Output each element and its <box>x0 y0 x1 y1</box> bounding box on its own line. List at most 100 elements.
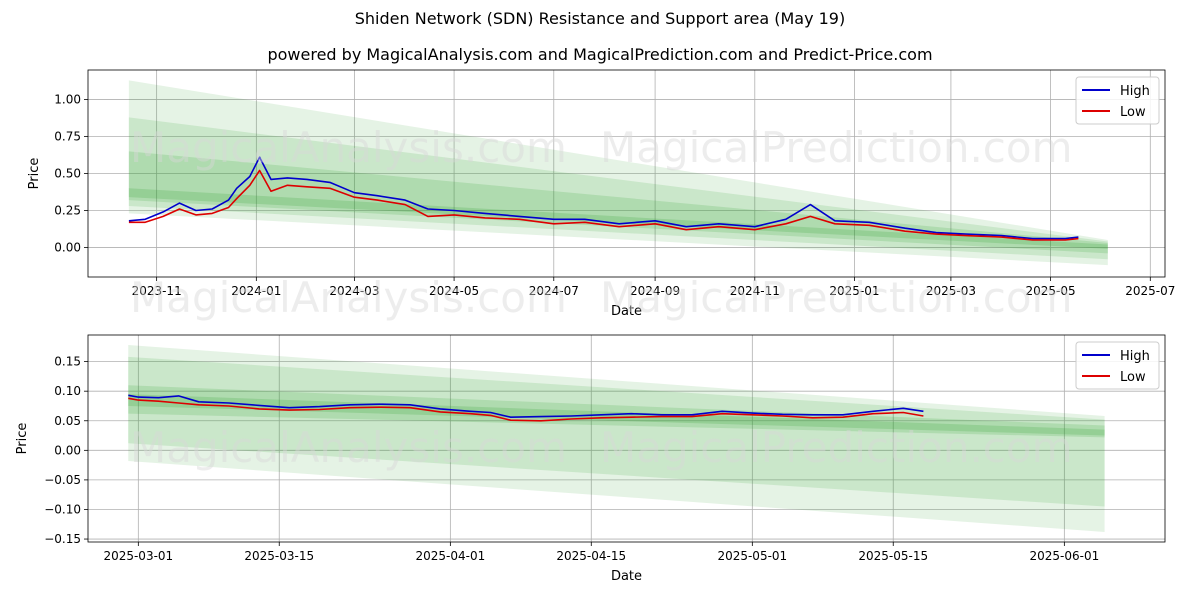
top-chart: 2023-11 2024-01 2024-03 2024-05 2024-07 2024-… <box>27 69 1175 319</box>
x-tick-label: 2024-05 <box>429 284 479 298</box>
x-axis-label: Date <box>611 569 642 584</box>
y-tick: 1.00 <box>54 93 88 107</box>
x-tick: 2024-07 <box>529 277 579 298</box>
y-tick: 0.50 <box>54 167 88 181</box>
y-tick-label: −0.05 <box>44 473 81 487</box>
watermark-layer: MagicalAnalysis.com MagicalPrediction.com… <box>130 123 1073 472</box>
x-tick: 2025-07 <box>1125 277 1175 298</box>
x-tick: 2025-03 <box>926 277 976 298</box>
plot-frame <box>87 334 1166 543</box>
x-tick-label: 2024-01 <box>231 284 281 298</box>
x-tick: 2025-04-01 <box>415 542 485 563</box>
series-lines <box>128 156 1079 241</box>
x-tick: 2024-03 <box>329 277 379 298</box>
watermark-text: MagicalAnalysis.com <box>130 423 567 472</box>
legend: High Low <box>1075 76 1160 125</box>
x-tick-label: 2025-03-15 <box>244 549 314 563</box>
legend-box <box>1075 341 1160 390</box>
x-tick: 2024-09 <box>630 277 680 298</box>
x-tick-label: 2023-11 <box>132 284 182 298</box>
series-line-high <box>128 156 1079 240</box>
y-tick-label: 0.05 <box>54 414 81 428</box>
band-2 <box>128 117 1108 260</box>
watermark-text: MagicalPrediction.com <box>600 123 1073 172</box>
x-tick: 2025-05-15 <box>858 542 928 563</box>
y-tick: 0.25 <box>54 203 88 217</box>
y-tick-label: 1.00 <box>54 93 81 107</box>
legend-label-high: High <box>1120 349 1150 364</box>
y-axis-label: Price <box>15 423 30 455</box>
x-tick-label: 2025-06-01 <box>1029 549 1099 563</box>
legend-label-low: Low <box>1120 370 1146 385</box>
x-tick: 2025-05-01 <box>717 542 787 563</box>
x-tick: 2025-04-15 <box>556 542 626 563</box>
y-tick-label: 0.10 <box>54 384 81 398</box>
y-tick-label: −0.10 <box>44 502 81 516</box>
band-4 <box>128 188 1108 249</box>
y-tick: 0.75 <box>54 130 88 144</box>
series-lines <box>128 394 924 422</box>
grid-lines <box>88 335 1165 542</box>
plot-frame <box>87 69 1166 278</box>
x-tick-label: 2025-05-01 <box>717 549 787 563</box>
x-tick: 2023-11 <box>132 277 182 298</box>
legend-label-low: Low <box>1120 105 1146 120</box>
y-tick: −0.05 <box>44 473 88 487</box>
watermark-text: MagicalAnalysis.com <box>130 123 567 172</box>
x-tick-label: 2024-09 <box>630 284 680 298</box>
series-line-low <box>128 169 1079 241</box>
y-tick-label: 0.00 <box>54 443 81 457</box>
x-tick: 2024-05 <box>429 277 479 298</box>
x-tick-label: 2025-04-15 <box>556 549 626 563</box>
x-tick-label: 2025-05 <box>1026 284 1076 298</box>
x-tick: 2025-01 <box>829 277 880 298</box>
chart-title: Shiden Network (SDN) Resistance and Supp… <box>354 9 846 28</box>
bottom-chart: 2025-03-01 2025-03-15 2025-04-01 2025-04-15… <box>15 334 1166 584</box>
x-tick: 2025-03-01 <box>103 542 173 563</box>
legend-label-high: High <box>1120 84 1150 99</box>
x-tick-label: 2025-01 <box>829 284 879 298</box>
x-tick-label: 2025-07 <box>1125 284 1175 298</box>
x-axis-label: Date <box>611 304 642 319</box>
y-tick: 0.15 <box>54 355 88 369</box>
y-tick: 0.00 <box>54 240 88 254</box>
y-axis-label: Price <box>27 158 42 190</box>
watermark-text: MagicalAnalysis.com <box>130 273 567 322</box>
x-tick-label: 2024-03 <box>329 284 379 298</box>
y-tick: −0.10 <box>44 502 88 516</box>
legend: High Low <box>1075 341 1160 390</box>
support-resistance-bands <box>128 80 1108 266</box>
y-tick-label: 0.75 <box>54 130 81 144</box>
watermark-text: MagicalPrediction.com <box>600 273 1073 322</box>
x-tick-label: 2025-03 <box>926 284 976 298</box>
x-tick: 2024-01 <box>231 277 281 298</box>
y-tick: 0.05 <box>54 414 88 428</box>
x-tick-label: 2025-03-01 <box>103 549 173 563</box>
band-2 <box>128 356 1105 507</box>
chart-subtitle: powered by MagicalAnalysis.com and Magic… <box>267 45 933 64</box>
x-tick: 2025-05 <box>1026 277 1076 298</box>
band-1 <box>128 345 1105 532</box>
y-tick-label: 0.15 <box>54 355 81 369</box>
y-tick-label: 0.25 <box>54 203 81 217</box>
y-tick-label: −0.15 <box>44 532 81 546</box>
band-3 <box>128 151 1108 254</box>
x-tick: 2025-06-01 <box>1029 542 1099 563</box>
x-tick: 2025-03-15 <box>244 542 314 563</box>
legend-box <box>1075 76 1160 125</box>
band-1 <box>128 80 1108 266</box>
series-line-high <box>128 394 924 418</box>
x-tick-label: 2025-05-15 <box>858 549 928 563</box>
y-tick: 0.00 <box>54 443 88 457</box>
y-tick-label: 0.50 <box>54 167 81 181</box>
y-tick: −0.15 <box>44 532 88 546</box>
x-tick-label: 2025-04-01 <box>415 549 485 563</box>
x-tick-label: 2024-07 <box>529 284 579 298</box>
y-tick: 0.10 <box>54 384 88 398</box>
x-tick: 2024-11 <box>730 277 780 298</box>
x-tick-label: 2024-11 <box>730 284 780 298</box>
series-line-low <box>128 397 924 422</box>
y-tick-label: 0.00 <box>54 240 81 254</box>
band-3 <box>128 385 1105 438</box>
